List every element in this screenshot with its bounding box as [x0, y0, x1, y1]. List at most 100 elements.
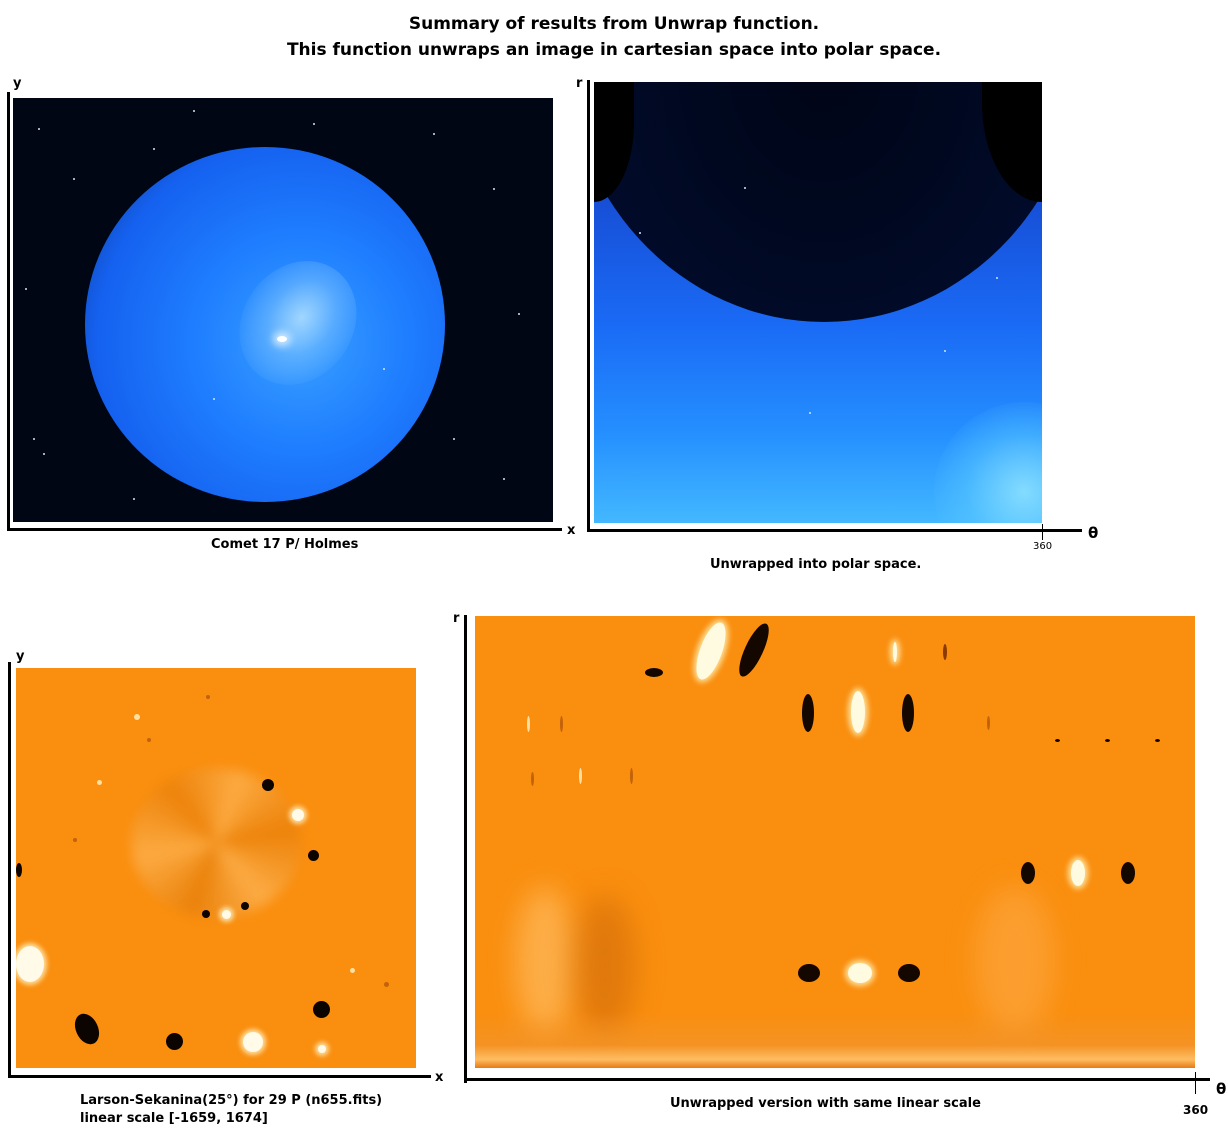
dark-spot: [16, 863, 22, 877]
dark-spot: [308, 850, 319, 861]
dark-streak: [733, 619, 775, 681]
comet-swirl: [131, 768, 301, 918]
comet-unwrapped-theta-axis: [587, 529, 1082, 532]
dark-spot: [645, 668, 663, 677]
star: [996, 277, 998, 279]
ls-unwrapped-theta-axis: [464, 1078, 1210, 1081]
ls-x-axis: [8, 1075, 431, 1078]
dark-spot: [1021, 862, 1035, 884]
star: [33, 438, 35, 440]
star: [809, 412, 811, 414]
comet-image: [13, 98, 553, 522]
faint-spot: [630, 768, 633, 784]
dark-spot: [202, 910, 210, 918]
star: [193, 110, 195, 112]
comet-x-axis: [7, 528, 562, 531]
bright-spot: [243, 1032, 263, 1052]
bottom-noise-band: [475, 1011, 1195, 1068]
star: [639, 232, 641, 234]
comet-unwrapped-theta-label: θ: [1088, 524, 1099, 542]
larson-sekanina-image: [16, 668, 416, 1068]
star: [518, 313, 520, 315]
star: [43, 453, 45, 455]
bright-spot: [851, 691, 865, 733]
comet-nucleus: [277, 336, 287, 342]
comet-y-axis: [7, 92, 10, 530]
star: [153, 148, 155, 150]
ls-y-axis-label: y: [16, 649, 25, 664]
dark-spot: [1121, 862, 1135, 884]
dark-core-region: [594, 82, 1042, 322]
dark-spot: [943, 644, 947, 660]
bright-spot: [318, 1045, 326, 1053]
bright-spot: [222, 910, 231, 919]
ls-y-axis: [8, 662, 11, 1078]
dark-spot: [241, 902, 249, 910]
star: [383, 368, 385, 370]
star: [313, 123, 315, 125]
dark-spot: [166, 1033, 183, 1050]
star: [503, 478, 505, 480]
dark-spot: [1105, 739, 1110, 742]
faint-spot: [531, 772, 534, 786]
bright-spot: [292, 809, 304, 821]
comet-unwrapped-caption: Unwrapped into polar space.: [710, 557, 922, 572]
faint-spot: [147, 738, 151, 742]
ls-x-axis-label: x: [435, 1070, 444, 1085]
bright-spot: [16, 946, 44, 982]
ls-caption-line1: Larson-Sekanina(25°) for 29 P (n655.fits…: [80, 1093, 383, 1108]
dark-spot: [898, 964, 920, 982]
comet-unwrapped-r-axis: [587, 80, 590, 532]
dark-spot: [1155, 739, 1160, 742]
bright-spot: [1071, 860, 1085, 886]
dark-spot: [1055, 739, 1060, 742]
comet-unwrapped-theta-tick-label: 360: [1033, 541, 1053, 552]
faint-spot: [206, 695, 210, 699]
faint-spot: [527, 716, 530, 732]
bright-streak: [690, 619, 732, 683]
faint-spot: [73, 838, 77, 842]
dark-spot: [262, 779, 274, 791]
ls-caption-line2: linear scale [-1659, 1674]: [80, 1111, 268, 1126]
comet-x-axis-label: x: [567, 523, 576, 538]
star: [25, 288, 27, 290]
ls-unwrapped-image: [475, 616, 1195, 1068]
dark-spot: [313, 1001, 330, 1018]
theta-360-tick: [1195, 1072, 1196, 1094]
bright-spot: [893, 642, 897, 662]
theta-360-tick: [1042, 524, 1043, 540]
star: [133, 498, 135, 500]
star: [944, 350, 946, 352]
comet-y-axis-label: y: [13, 76, 22, 91]
faint-spot: [987, 716, 990, 730]
star: [213, 398, 215, 400]
ls-unwrapped-r-label: r: [453, 611, 460, 626]
dark-spot: [902, 694, 914, 732]
star: [453, 438, 455, 440]
star: [38, 128, 40, 130]
faint-spot: [579, 768, 582, 784]
ls-unwrapped-theta-tick-label: 360: [1183, 1103, 1209, 1117]
star: [744, 187, 746, 189]
comet-caption: Comet 17 P/ Holmes: [211, 537, 359, 552]
faint-spot: [384, 982, 389, 987]
comet-unwrapped-image: [594, 82, 1042, 523]
faint-spot: [560, 716, 563, 732]
faint-spot: [97, 780, 102, 785]
page-title-line2: This function unwraps an image in cartes…: [286, 40, 942, 60]
ls-unwrapped-theta-label: θ: [1216, 1080, 1227, 1098]
star: [73, 178, 75, 180]
page-title-line1: Summary of results from Unwrap function.: [408, 14, 820, 34]
star: [493, 188, 495, 190]
comet-unwrapped-r-label: r: [576, 76, 583, 91]
faint-spot: [134, 714, 140, 720]
ls-unwrapped-caption: Unwrapped version with same linear scale: [670, 1096, 981, 1111]
faint-spot: [350, 968, 355, 973]
star: [433, 133, 435, 135]
dark-spot: [798, 964, 820, 982]
dark-spot: [70, 1009, 104, 1049]
ls-unwrapped-r-axis: [464, 615, 467, 1083]
dark-spot: [802, 694, 814, 732]
bright-spot: [848, 963, 872, 983]
bright-glow: [934, 402, 1042, 523]
